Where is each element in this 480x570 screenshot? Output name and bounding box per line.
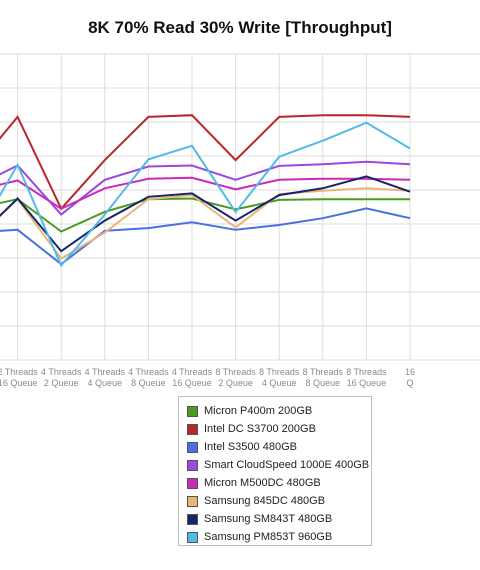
legend-item[interactable]: Intel DC S3700 200GB xyxy=(187,420,371,438)
legend-label: Intel S3500 480GB xyxy=(204,441,297,453)
x-tick-label: 4 Threads 8 Queue xyxy=(128,367,169,388)
legend-item[interactable]: Smart CloudSpeed 1000E 400GB xyxy=(187,456,371,474)
x-tick-label: 4 Threads 4 Queue xyxy=(85,367,126,388)
x-tick-label: 16 Q xyxy=(405,367,415,388)
legend-swatch xyxy=(187,477,198,489)
x-tick-label: 2 Threads 16 Queue xyxy=(0,367,38,388)
chart-legend: Micron P400m 200GB Intel DC S3700 200GB In… xyxy=(178,396,372,546)
legend-swatch xyxy=(187,441,198,453)
legend-item[interactable]: Micron P400m 200GB xyxy=(187,402,371,420)
legend-item[interactable]: Samsung PM853T 960GB xyxy=(187,528,371,546)
series-line-4 xyxy=(0,176,411,210)
legend-item[interactable]: Samsung 845DC 480GB xyxy=(187,492,371,510)
legend-label: Intel DC S3700 200GB xyxy=(204,423,316,435)
legend-label: Samsung 845DC 480GB xyxy=(204,495,326,507)
legend-item[interactable]: Intel S3500 480GB xyxy=(187,438,371,456)
legend-label: Samsung PM853T 960GB xyxy=(204,531,333,543)
legend-swatch xyxy=(187,405,198,417)
legend-swatch xyxy=(187,459,198,471)
x-tick-label: 8 Threads 16 Queue xyxy=(346,367,387,388)
legend-label: Samsung SM843T 480GB xyxy=(204,513,333,525)
series-line-5 xyxy=(0,187,411,261)
x-tick-label: 4 Threads 2 Queue xyxy=(41,367,82,388)
series-line-7 xyxy=(0,121,411,268)
legend-swatch xyxy=(187,513,198,525)
series-line-1 xyxy=(0,114,411,211)
legend-swatch xyxy=(187,495,198,507)
x-tick-label: 8 Threads 4 Queue xyxy=(259,367,300,388)
x-tick-label: 8 Threads 2 Queue xyxy=(215,367,256,388)
legend-swatch xyxy=(187,531,198,543)
chart-title: 8K 70% Read 30% Write [Throughput] xyxy=(88,18,392,37)
x-tick-label: 4 Threads 16 Queue xyxy=(172,367,213,388)
legend-item[interactable]: Samsung SM843T 480GB xyxy=(187,510,371,528)
legend-item[interactable]: Micron M500DC 480GB xyxy=(187,474,371,492)
series-line-2 xyxy=(0,207,411,266)
series-line-0 xyxy=(0,197,410,233)
legend-swatch xyxy=(187,423,198,435)
x-tick-label: 8 Threads 8 Queue xyxy=(303,367,344,388)
legend-label: Micron P400m 200GB xyxy=(204,405,313,417)
legend-label: Smart CloudSpeed 1000E 400GB xyxy=(204,459,370,471)
legend-label: Micron M500DC 480GB xyxy=(204,477,321,489)
